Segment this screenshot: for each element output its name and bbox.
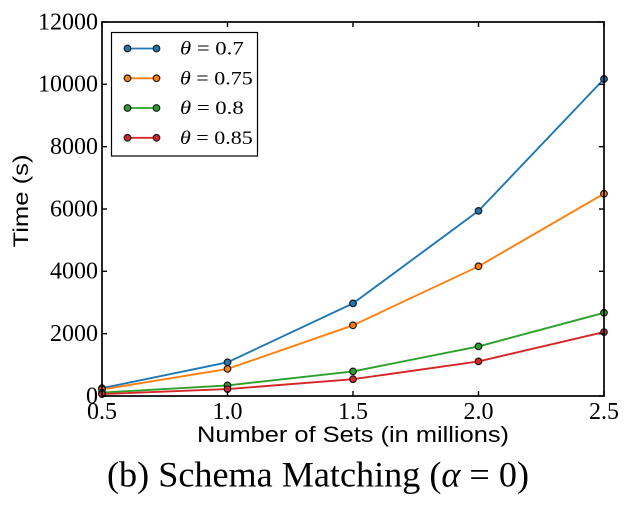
svg-text:θ = 0.8: θ = 0.8	[180, 98, 244, 119]
svg-text:θ = 0.85: θ = 0.85	[180, 128, 253, 149]
svg-text:2.5: 2.5	[589, 399, 619, 425]
svg-text:12000: 12000	[38, 9, 98, 35]
svg-text:Time (s): Time (s)	[10, 155, 33, 248]
svg-text:θ = 0.7: θ = 0.7	[180, 39, 244, 60]
svg-text:10000: 10000	[38, 72, 98, 98]
svg-text:2000: 2000	[50, 321, 98, 347]
svg-text:0: 0	[86, 383, 98, 409]
svg-text:2.0: 2.0	[464, 399, 494, 425]
svg-text:0.5: 0.5	[87, 399, 117, 425]
svg-text:(b) Schema Matching (α = 0): (b) Schema Matching (α = 0)	[107, 455, 529, 495]
svg-text:4000: 4000	[50, 259, 98, 285]
svg-text:Number of Sets (in millions): Number of Sets (in millions)	[197, 422, 509, 447]
svg-text:1.5: 1.5	[338, 399, 368, 425]
svg-text:6000: 6000	[50, 196, 98, 222]
svg-text:1.0: 1.0	[213, 399, 243, 425]
svg-text:8000: 8000	[50, 134, 98, 160]
svg-text:θ = 0.75: θ = 0.75	[180, 68, 253, 89]
